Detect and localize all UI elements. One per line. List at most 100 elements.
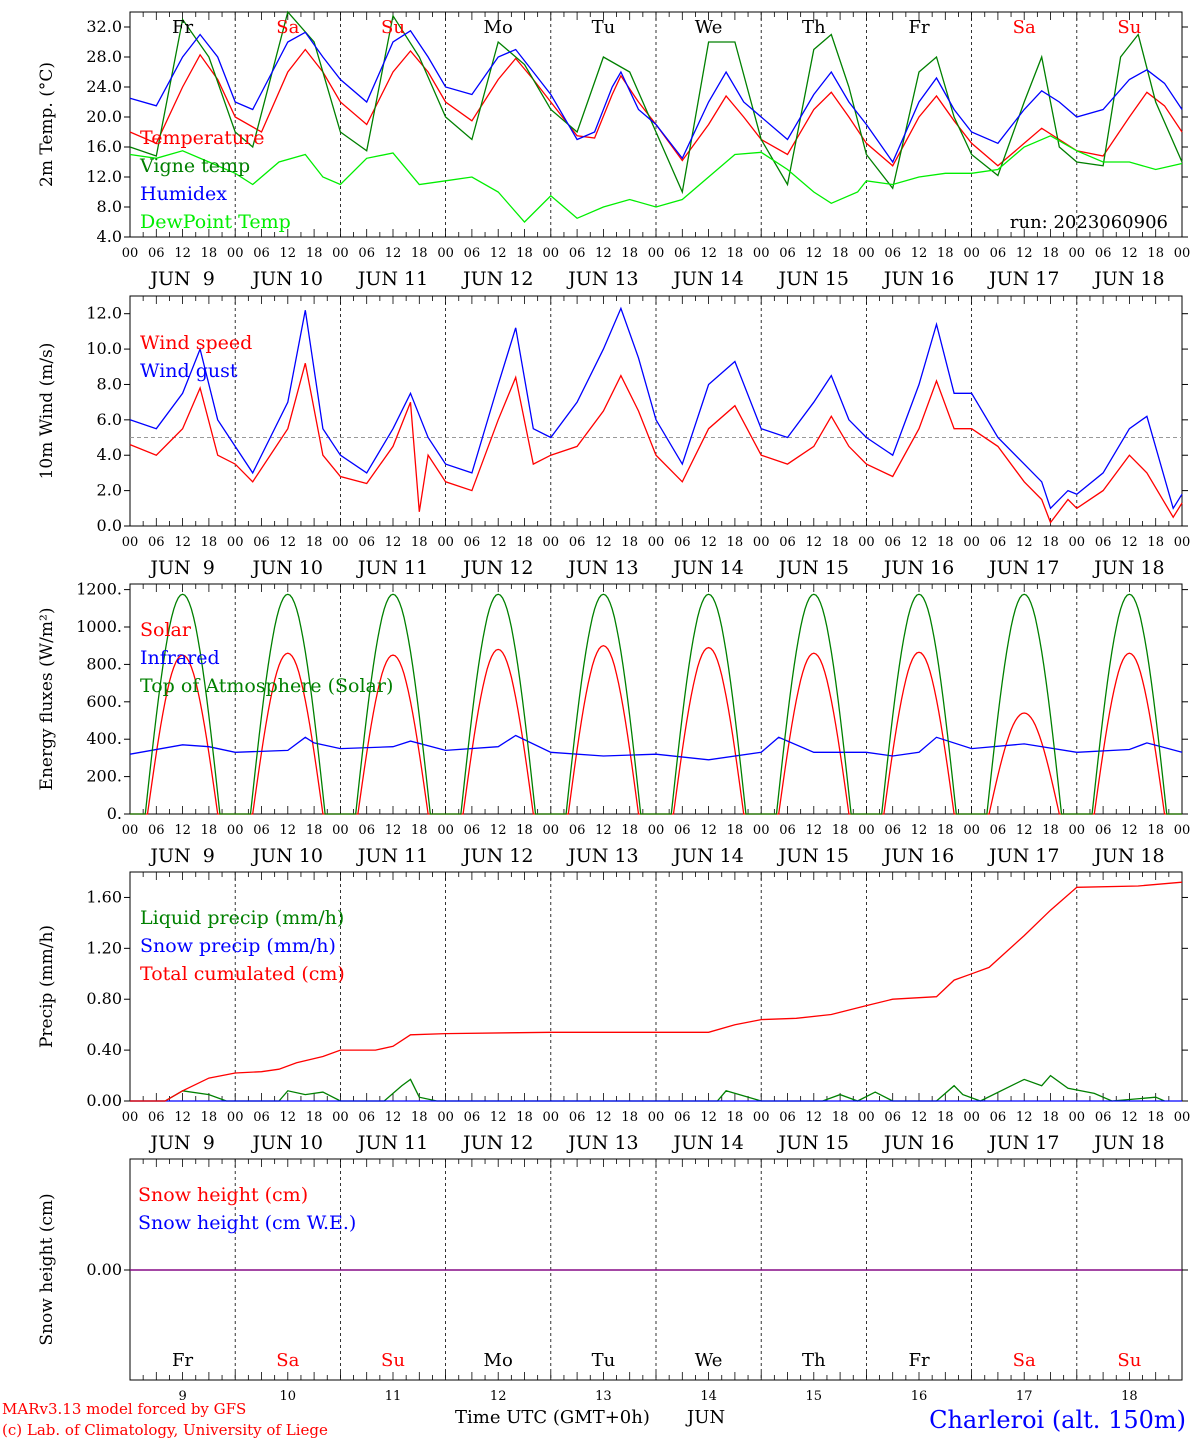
- hour-label: 06: [1095, 246, 1112, 261]
- y-axis-label: Energy fluxes (W/m²): [37, 608, 57, 791]
- hour-label: 18: [1042, 823, 1059, 838]
- legend-wind-gust: Wind gust: [140, 360, 238, 382]
- hour-label: 18: [306, 246, 323, 261]
- date-label: JUN 17: [987, 557, 1059, 579]
- hour-label: 00: [122, 535, 139, 550]
- hour-label: 06: [674, 1110, 691, 1125]
- date-label: JUN 10: [251, 557, 323, 579]
- hour-label: 06: [1095, 823, 1112, 838]
- hour-label: 12: [174, 823, 191, 838]
- day-number: 14: [700, 1389, 717, 1404]
- hour-label: 06: [884, 535, 901, 550]
- weekday-label: Th: [802, 17, 826, 38]
- series-line-wind-gust: [129, 306, 1183, 510]
- hour-label: 06: [779, 535, 796, 550]
- hour-label: 00: [858, 823, 875, 838]
- y-tick-label: 0.0: [97, 516, 122, 535]
- date-label: JUN 16: [882, 1132, 954, 1154]
- weekday-label: Mo: [484, 1350, 513, 1371]
- date-label: JUN 11: [356, 845, 428, 867]
- weekday-label: Sa: [276, 1350, 299, 1371]
- weekday-label: Fr: [172, 17, 193, 38]
- y-tick-label: 12.0: [86, 304, 122, 323]
- hour-label: 18: [201, 535, 218, 550]
- hour-label: 18: [727, 823, 744, 838]
- y-tick-label: 1.20: [86, 938, 122, 957]
- hour-label: 18: [1042, 535, 1059, 550]
- y-tick-label: 2.0: [97, 481, 122, 500]
- hour-label: 00: [1069, 246, 1086, 261]
- panel-snow: 0.00 Snow height (cm) Snow height (cm) Snow…: [37, 1158, 1188, 1404]
- hour-label: 12: [806, 535, 823, 550]
- hour-label: 18: [516, 535, 533, 550]
- hour-label: 18: [1147, 1110, 1164, 1125]
- legend-temperature: Temperature: [140, 127, 264, 149]
- date-label: JUN 12: [461, 557, 533, 579]
- hour-label: 18: [832, 246, 849, 261]
- weekday-label: Su: [1117, 1350, 1141, 1371]
- y-tick-label: 1200.: [76, 580, 122, 599]
- hour-label: 18: [937, 1110, 954, 1125]
- legend-humidex: Humidex: [140, 183, 227, 205]
- hour-label: 06: [253, 246, 270, 261]
- weekday-label: Mo: [484, 17, 513, 38]
- hour-label: 06: [674, 823, 691, 838]
- hour-label: 12: [490, 1110, 507, 1125]
- hour-label: 18: [937, 535, 954, 550]
- legend-dewpoint-temp: DewPoint Temp: [140, 211, 291, 233]
- date-label: JUN 17: [987, 268, 1059, 290]
- date-label: JUN 18: [1092, 1132, 1164, 1154]
- hour-label: 12: [280, 823, 297, 838]
- hour-label: 06: [674, 246, 691, 261]
- hour-label: 00: [227, 246, 244, 261]
- legend-wind-speed: Wind speed: [140, 332, 252, 354]
- series-line-wind-speed: [129, 363, 1183, 524]
- weekday-label: Fr: [908, 17, 929, 38]
- hour-label: 00: [858, 1110, 875, 1125]
- weekday-label: We: [695, 1350, 723, 1371]
- hour-label: 00: [1174, 823, 1191, 838]
- hour-label: 18: [832, 823, 849, 838]
- hour-label: 12: [1016, 823, 1033, 838]
- hour-label: 12: [1016, 1110, 1033, 1125]
- hour-label: 12: [595, 535, 612, 550]
- hour-label: 18: [727, 246, 744, 261]
- hour-label: 12: [174, 1110, 191, 1125]
- date-label: JUN 18: [1092, 557, 1164, 579]
- day-number: 16: [911, 1389, 928, 1404]
- panel-energy: 0. 200. 400. 600. 800. 1000. 1200. Energy fluxe…: [37, 580, 1190, 867]
- hour-label: 12: [490, 246, 507, 261]
- hour-label: 12: [911, 823, 928, 838]
- hour-label: 00: [332, 246, 349, 261]
- series-line-total-cumulated-cm-: [130, 881, 1183, 1102]
- y-tick-label: 4.0: [97, 227, 122, 246]
- hour-label: 00: [648, 1110, 665, 1125]
- hour-label: 12: [174, 535, 191, 550]
- y-tick-label: 8.0: [97, 197, 122, 216]
- model-credit: MARv3.13 model forced by GFS: [2, 1400, 246, 1418]
- date-label: JUN 16: [882, 557, 954, 579]
- hour-label: 00: [543, 535, 560, 550]
- hour-label: 12: [700, 535, 717, 550]
- hour-label: 18: [411, 823, 428, 838]
- hour-label: 12: [1016, 535, 1033, 550]
- hour-label: 18: [306, 1110, 323, 1125]
- hour-label: 18: [832, 535, 849, 550]
- weekday-label: Sa: [276, 17, 299, 38]
- y-axis-label: Snow height (cm): [37, 1193, 57, 1345]
- hour-label: 00: [1174, 1110, 1191, 1125]
- hour-label: 12: [1121, 535, 1138, 550]
- hour-label: 18: [1147, 246, 1164, 261]
- hour-label: 18: [201, 1110, 218, 1125]
- hour-label: 06: [990, 535, 1007, 550]
- hour-label: 18: [832, 1110, 849, 1125]
- day-number: 11: [385, 1389, 402, 1404]
- hour-label: 18: [516, 1110, 533, 1125]
- date-label: JUN 11: [356, 268, 428, 290]
- date-label: JUN 13: [566, 845, 638, 867]
- weekday-label: Su: [1117, 17, 1141, 38]
- y-tick-label: 32.0: [86, 17, 122, 36]
- hour-label: 06: [779, 823, 796, 838]
- hour-label: 18: [306, 823, 323, 838]
